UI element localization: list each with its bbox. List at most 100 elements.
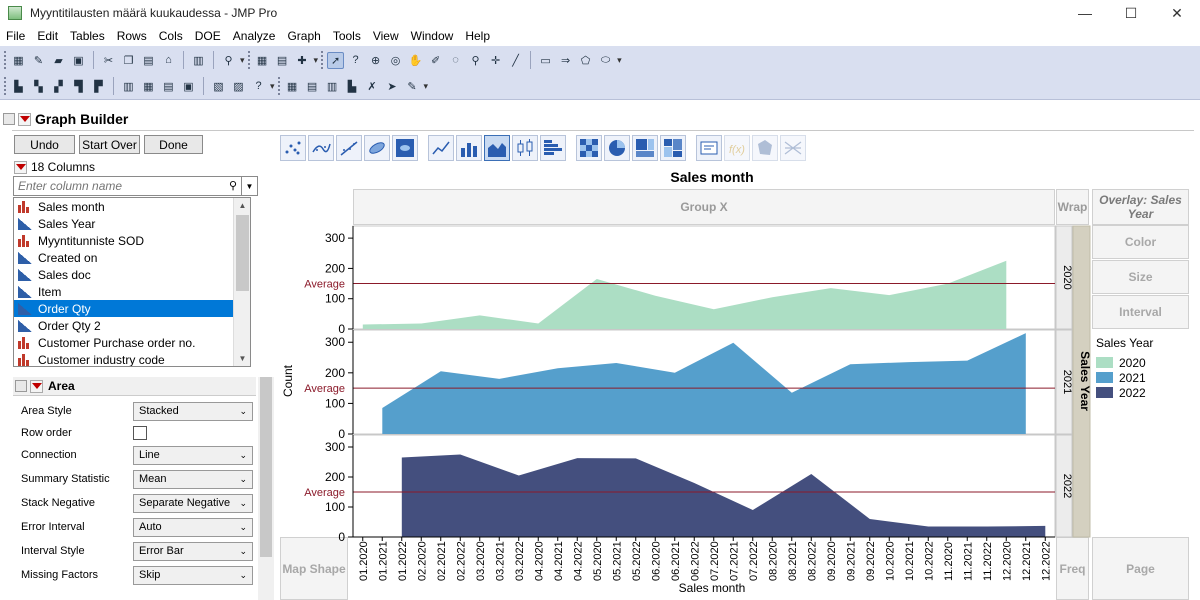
column-item[interactable]: Order Qty 2 xyxy=(14,317,250,334)
edit-icon[interactable]: ✎ xyxy=(407,80,417,93)
line-element-icon[interactable] xyxy=(428,135,454,161)
lasso-icon[interactable]: ◌ xyxy=(452,54,459,66)
toolbar-overflow-icon[interactable]: ▾ xyxy=(240,54,245,65)
crosshair-icon[interactable]: ✛ xyxy=(490,54,501,67)
stack-icon[interactable]: ▤ xyxy=(163,80,174,93)
join-icon[interactable]: ▥ xyxy=(123,80,134,93)
caption-box-element-icon[interactable] xyxy=(696,135,722,161)
run-script-icon[interactable]: ➤ xyxy=(387,80,397,93)
toolbar-overflow-icon[interactable]: ▾ xyxy=(617,54,622,65)
parallel-element-icon[interactable] xyxy=(780,135,806,161)
subset-icon[interactable]: ▧ xyxy=(213,80,224,93)
stack-negative-select[interactable]: Separate Negative ⌄ xyxy=(133,493,253,513)
column-item[interactable]: Sales month xyxy=(14,198,250,215)
ellipse-icon[interactable]: ⬭ xyxy=(600,53,611,66)
treemap-element-icon[interactable] xyxy=(632,135,658,161)
grid-view-icon[interactable]: ▤ xyxy=(306,80,318,93)
wrap-zone[interactable]: Wrap xyxy=(1056,189,1089,225)
toolbar-grip[interactable] xyxy=(4,77,7,95)
toolbar-grip[interactable] xyxy=(321,51,324,69)
close-button[interactable]: ✕ xyxy=(1171,4,1183,21)
menu-tables[interactable]: Tables xyxy=(70,29,105,43)
simple-shape-icon[interactable]: ⇒ xyxy=(560,54,571,67)
bar-element-icon[interactable] xyxy=(456,135,482,161)
legend-item-2021[interactable]: 2021 xyxy=(1096,370,1196,385)
missing-factors-select[interactable]: Skip ⌄ xyxy=(133,565,253,585)
box-plot-element-icon[interactable] xyxy=(512,135,538,161)
new-data-table-icon[interactable]: ▦ xyxy=(13,54,24,67)
formula-x-icon[interactable]: ✗ xyxy=(367,80,377,93)
table-platform-icon[interactable]: ▜ xyxy=(74,80,83,93)
concatenate-icon[interactable]: ▣ xyxy=(183,80,194,93)
menu-rows[interactable]: Rows xyxy=(116,29,147,43)
paste-icon[interactable]: ▤ xyxy=(143,54,154,67)
fit-model-icon[interactable]: ▞ xyxy=(54,80,63,93)
formula-element-icon[interactable]: f(x) xyxy=(724,135,750,161)
error-interval-select[interactable]: Auto ⌄ xyxy=(133,517,253,537)
cut-icon[interactable]: ✂ xyxy=(103,54,114,67)
column-item[interactable]: Created on xyxy=(14,249,250,266)
new-script-icon[interactable]: ✎ xyxy=(33,54,44,67)
recode-icon[interactable]: ▛ xyxy=(94,80,103,93)
open-folder-icon[interactable]: ▰ xyxy=(54,54,63,67)
ellipse-element-icon[interactable] xyxy=(364,135,390,161)
save-icon[interactable]: ▣ xyxy=(73,54,84,67)
layout-icon[interactable]: ▦ xyxy=(256,54,268,67)
toolbar-grip[interactable] xyxy=(277,77,281,95)
column-item[interactable]: Myyntitunniste SOD xyxy=(14,232,250,249)
area-red-triangle-icon[interactable] xyxy=(30,379,43,393)
menu-file[interactable]: File xyxy=(6,29,26,43)
column-item[interactable]: Sales Year xyxy=(14,215,250,232)
menu-graph[interactable]: Graph xyxy=(287,29,321,43)
add-icon[interactable]: ✚ xyxy=(297,54,307,67)
column-item-selected[interactable]: Order Qty xyxy=(14,300,250,317)
target-icon[interactable]: ◎ xyxy=(390,54,401,67)
heatmap-element-icon[interactable] xyxy=(576,135,602,161)
menu-window[interactable]: Window xyxy=(410,29,454,43)
points-element-icon[interactable] xyxy=(280,135,306,161)
connection-select[interactable]: Line ⌄ xyxy=(133,445,253,465)
pie-element-icon[interactable] xyxy=(604,135,630,161)
menu-edit[interactable]: Edit xyxy=(37,29,59,43)
row-order-checkbox[interactable] xyxy=(133,426,147,440)
annotate-icon[interactable]: ▭ xyxy=(540,54,551,67)
area-disclosure-icon[interactable] xyxy=(15,380,27,392)
columns-red-triangle-icon[interactable] xyxy=(14,160,27,174)
journal-icon[interactable]: ▥ xyxy=(193,54,204,67)
line-tool-icon[interactable]: ╱ xyxy=(512,54,519,67)
map-shape-zone[interactable]: Map Shape xyxy=(280,537,348,600)
bar-align-icon[interactable]: ▙ xyxy=(347,80,357,93)
magnifier-icon[interactable]: ⚲ xyxy=(471,54,480,67)
hand-grabber-icon[interactable]: ✋ xyxy=(408,54,423,67)
search-icon[interactable]: ⚲ xyxy=(224,54,233,67)
scrollbar-thumb[interactable] xyxy=(260,377,272,557)
mosaic-element-icon[interactable] xyxy=(660,135,686,161)
area-style-select[interactable]: Stacked ⌄ xyxy=(133,401,253,421)
contour-element-icon[interactable] xyxy=(392,135,418,161)
menu-doe[interactable]: DOE xyxy=(194,29,221,43)
area-element-icon[interactable] xyxy=(484,135,510,161)
freq-zone[interactable]: Freq xyxy=(1056,537,1089,600)
brush-icon[interactable]: ✐ xyxy=(430,54,441,67)
help-book-icon[interactable]: ? xyxy=(255,80,262,92)
menu-help[interactable]: Help xyxy=(465,29,491,43)
selection-crosshair-icon[interactable]: ⊕ xyxy=(370,54,381,67)
smoother-element-icon[interactable] xyxy=(308,135,334,161)
column-item[interactable]: Customer industry code xyxy=(14,351,250,366)
menu-analyze[interactable]: Analyze xyxy=(232,29,276,43)
color-zone[interactable]: Color xyxy=(1092,225,1189,259)
summary-statistic-select[interactable]: Mean ⌄ xyxy=(133,469,253,489)
split-icon[interactable]: ▦ xyxy=(143,80,154,93)
column-item[interactable]: Item xyxy=(14,283,250,300)
line-of-fit-element-icon[interactable] xyxy=(336,135,362,161)
interval-zone[interactable]: Interval xyxy=(1092,295,1189,329)
done-button[interactable]: Done xyxy=(144,135,203,154)
area-panel-scrollbar[interactable] xyxy=(258,377,274,600)
column-item[interactable]: Sales doc xyxy=(14,266,250,283)
tabulate-icon[interactable]: ▥ xyxy=(326,80,338,93)
sort-icon[interactable]: ▨ xyxy=(233,80,244,93)
red-triangle-menu-icon[interactable] xyxy=(18,112,31,126)
page-zone[interactable]: Page xyxy=(1092,537,1189,600)
toolbar-overflow-icon[interactable]: ▾ xyxy=(313,54,319,65)
fit-y-by-x-icon[interactable]: ▚ xyxy=(34,80,43,93)
